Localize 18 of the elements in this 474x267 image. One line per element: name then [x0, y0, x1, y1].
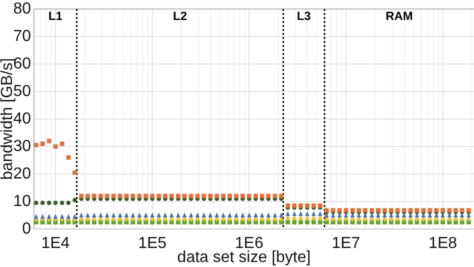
- annotation: L1: [48, 9, 63, 24]
- y-tick-label: 40: [13, 110, 32, 128]
- y-tick-label: 10: [13, 193, 32, 210]
- y-tick-label: 80: [13, 0, 32, 18]
- annotation: RAM: [386, 9, 413, 24]
- y-tick-label: 60: [13, 56, 32, 72]
- y-tick-label: 0: [22, 220, 32, 238]
- y-tick-label: 70: [13, 28, 32, 45]
- y-tick-label: 20: [13, 166, 32, 182]
- y-tick-label: 30: [13, 138, 32, 155]
- x-tick-label: 1E4: [41, 235, 70, 252]
- x-axis-title: data set size [byte]: [177, 249, 311, 266]
- x-tick-label: 1E8: [428, 235, 458, 252]
- annotation: L2: [173, 9, 188, 24]
- x-tick-label: 1E7: [332, 235, 360, 252]
- y-tick-label: 50: [13, 83, 32, 100]
- x-tick-label: 1E5: [138, 235, 167, 252]
- annotation: L3: [296, 9, 312, 24]
